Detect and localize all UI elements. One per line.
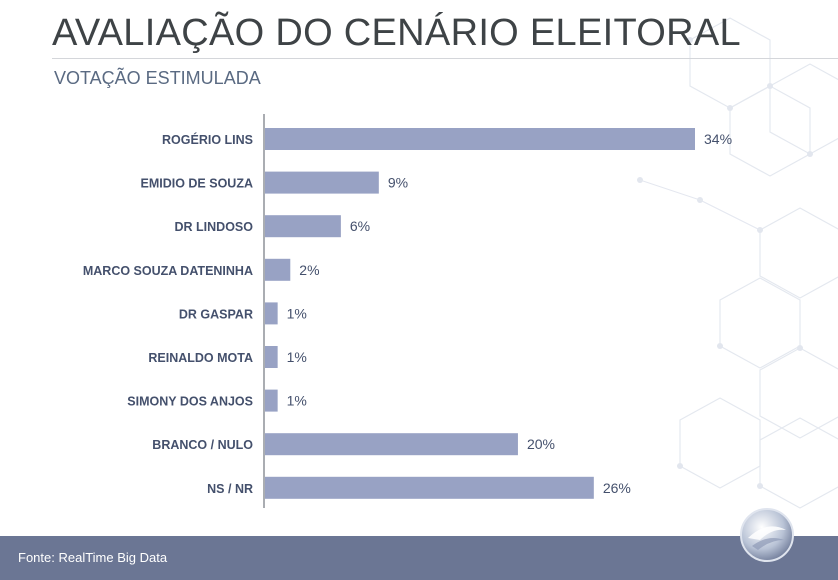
- value-label: 2%: [299, 262, 319, 278]
- title-divider: [52, 58, 838, 59]
- category-label: NS / NR: [207, 482, 253, 496]
- category-label: REINALDO MOTA: [148, 351, 253, 365]
- category-label: MARCO SOUZA DATENINHA: [83, 264, 253, 278]
- page-title: AVALIAÇÃO DO CENÁRIO ELEITORAL: [52, 12, 741, 54]
- page-subtitle: VOTAÇÃO ESTIMULADA: [54, 68, 261, 88]
- bar: [265, 128, 695, 150]
- value-label: 20%: [527, 436, 555, 452]
- value-label: 1%: [287, 393, 307, 409]
- source-text: Fonte: RealTime Big Data: [18, 550, 168, 565]
- value-label: 1%: [287, 305, 307, 321]
- category-label: EMIDIO DE SOUZA: [140, 177, 253, 191]
- bar: [265, 389, 278, 412]
- category-label: DR GASPAR: [179, 307, 253, 321]
- bar: [265, 171, 379, 194]
- category-label: DR LINDOSO: [175, 220, 254, 234]
- bar: [265, 433, 518, 456]
- value-label: 34%: [704, 131, 732, 147]
- bar: [265, 346, 278, 368]
- footer-bar: Fonte: RealTime Big Data: [0, 536, 838, 580]
- category-label: ROGÉRIO LINS: [162, 132, 253, 147]
- bar: [265, 258, 291, 281]
- bar: [265, 215, 341, 238]
- value-label: 26%: [603, 480, 631, 496]
- bar: [265, 302, 278, 325]
- category-label: SIMONY DOS ANJOS: [127, 395, 253, 409]
- bar: [265, 476, 594, 499]
- value-label: 1%: [287, 349, 307, 365]
- value-label: 9%: [388, 175, 408, 191]
- category-label: BRANCO / NULO: [152, 438, 253, 452]
- value-label: 6%: [350, 218, 370, 234]
- broadcaster-logo-icon: [740, 508, 794, 562]
